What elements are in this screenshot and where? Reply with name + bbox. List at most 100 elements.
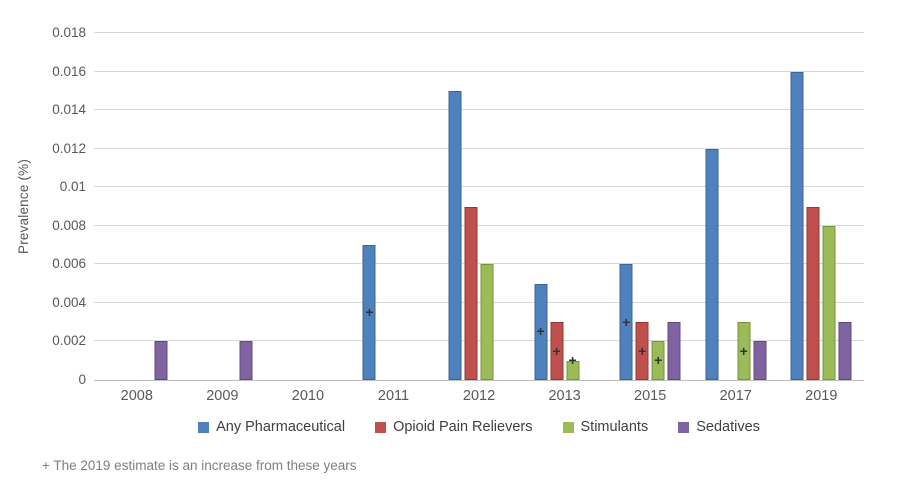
bar (154, 341, 168, 380)
bar-slot (752, 33, 768, 380)
bar-slot (495, 33, 511, 380)
category-group (180, 33, 266, 380)
category-group: + (351, 33, 437, 380)
bar-slot (238, 33, 254, 380)
y-tick-label: 0.008 (52, 217, 86, 233)
legend-label: Opioid Pain Relievers (393, 419, 533, 435)
bar (619, 264, 633, 380)
legend-label: Stimulants (580, 419, 649, 435)
bar-slot (837, 33, 853, 380)
bar-slot: + (549, 33, 565, 380)
bar-slot (377, 33, 393, 380)
bar-slot (479, 33, 495, 380)
bar (806, 206, 820, 380)
y-tick-label: 0.004 (52, 294, 86, 310)
y-tick-label: 0.016 (52, 63, 86, 79)
y-tick-label: 0.018 (52, 25, 86, 40)
bar-slot (821, 33, 837, 380)
plus-marker-icon: + (622, 313, 631, 330)
x-tick-label: 2015 (634, 388, 667, 404)
bar (464, 206, 478, 380)
bar-slot (720, 33, 736, 380)
y-tick-label: 0 (78, 372, 86, 387)
bar-slot (581, 33, 597, 380)
legend: Any Pharmaceutical Opioid Pain Relievers S… (94, 419, 864, 435)
bar-slot (409, 33, 425, 380)
x-axis-tick-labels: 2008 2009 2010 2011 2012 2013 2015 2017 2019 (94, 388, 864, 404)
category-group (779, 33, 865, 380)
x-tick-label: 2010 (291, 388, 325, 404)
bar (737, 322, 751, 380)
bar (705, 148, 719, 380)
x-tick-label: 2012 (462, 388, 496, 404)
bar-slot: + (533, 33, 549, 380)
plus-marker-icon: + (638, 342, 647, 359)
gridline (94, 340, 864, 342)
bar-slot (704, 33, 720, 380)
bar-slot (463, 33, 479, 380)
bar-slot (121, 33, 137, 380)
bar-slot (308, 33, 324, 380)
category-group: + + + (522, 33, 608, 380)
bar-slot: + (565, 33, 581, 380)
y-tick-label: 0.01 (59, 179, 86, 195)
category-group: + + + (607, 33, 693, 380)
bar (822, 225, 836, 380)
plus-marker-icon: + (568, 352, 577, 369)
bar-slot: + (361, 33, 377, 380)
bar-slot: + (634, 33, 650, 380)
bar (635, 322, 649, 380)
gridline (94, 224, 864, 226)
plus-marker-icon: + (536, 323, 545, 340)
bar (753, 341, 767, 380)
y-tick-label: 0.014 (52, 102, 86, 118)
bar (239, 341, 253, 380)
category-group (265, 33, 351, 380)
bar-slot (137, 33, 153, 380)
category-group: + (693, 33, 779, 380)
bar-slot (447, 33, 463, 380)
plot-area: + + + + + + + + (94, 32, 865, 381)
legend-swatch-icon (198, 421, 210, 433)
legend-item: Stimulants (562, 419, 649, 435)
bar-slot (222, 33, 238, 380)
bar (790, 71, 804, 380)
gridline (94, 70, 864, 72)
x-tick-label: 2011 (377, 388, 410, 404)
gridline (94, 147, 864, 149)
bar (838, 322, 852, 380)
bar (550, 322, 564, 380)
plus-marker-icon: + (654, 352, 663, 369)
bar-slot (105, 33, 121, 380)
x-tick-label: 2013 (548, 388, 581, 404)
bar (362, 245, 376, 380)
bar (480, 264, 494, 380)
bar-slot (276, 33, 292, 380)
legend-item: Opioid Pain Relievers (375, 419, 533, 435)
legend-swatch-icon (375, 421, 387, 433)
bar-slot (805, 33, 821, 380)
bar-slot: + (618, 33, 634, 380)
legend-swatch-icon (562, 421, 574, 433)
x-tick-label: 2019 (805, 388, 838, 404)
y-tick-label: 0.006 (52, 256, 86, 272)
category-group (436, 33, 522, 380)
bar (566, 360, 580, 380)
legend-label: Sedatives (696, 419, 760, 435)
bar-slot (206, 33, 222, 380)
plus-marker-icon: + (739, 342, 748, 359)
bar-slot (190, 33, 206, 380)
bar-slot: + (736, 33, 752, 380)
category-group (94, 33, 180, 380)
bar (667, 322, 681, 380)
bar-slot: + (650, 33, 666, 380)
gridline (94, 263, 864, 265)
gridline (94, 32, 864, 33)
x-tick-label: 2009 (206, 388, 239, 404)
bar (448, 90, 462, 380)
plus-marker-icon: + (365, 304, 374, 321)
gridline (94, 109, 864, 111)
gridline (94, 301, 864, 303)
y-axis-tick-labels: 0 0.002 0.004 0.006 0.008 0.01 0.012 0.014 0.016… (0, 25, 86, 387)
legend-item: Any Pharmaceutical (198, 419, 345, 435)
